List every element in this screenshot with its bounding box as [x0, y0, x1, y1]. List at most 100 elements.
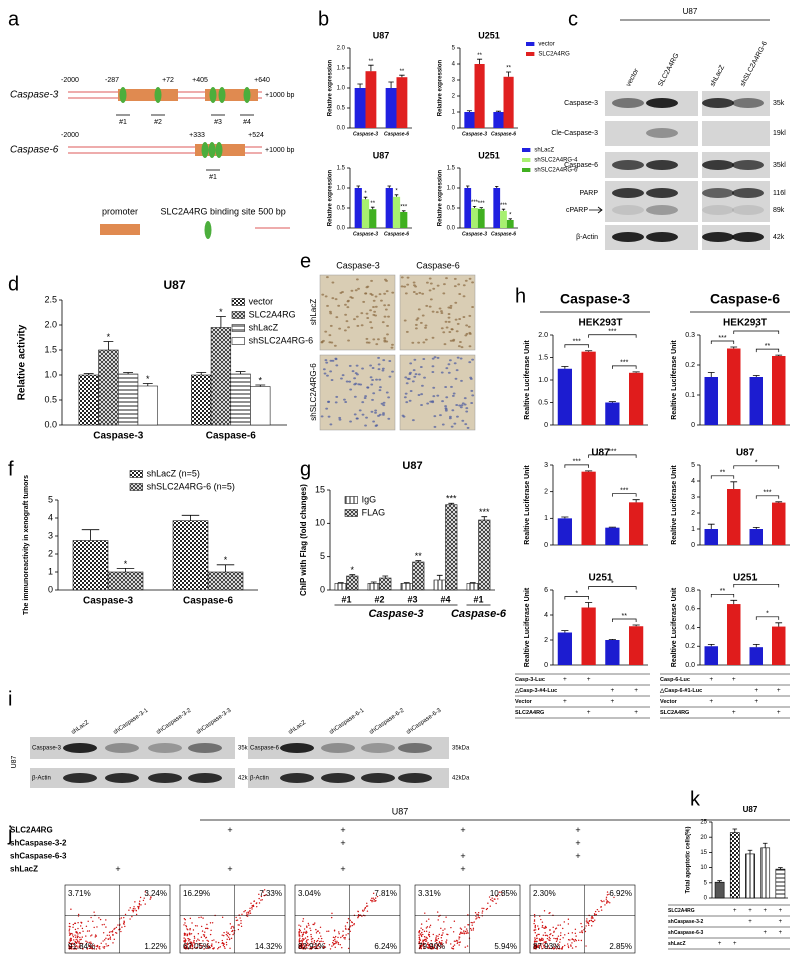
event-dot — [464, 930, 467, 933]
y-tick-label: 1.5 — [337, 166, 346, 172]
cell — [370, 383, 374, 386]
event-dot — [246, 912, 248, 914]
cell-mark: + — [748, 919, 752, 925]
panel-title: U87 — [392, 806, 409, 816]
event-dot — [256, 905, 258, 908]
event-dot — [420, 947, 423, 950]
event-dot — [302, 939, 304, 941]
cell — [420, 403, 423, 406]
cell — [468, 345, 472, 348]
event-dot — [473, 921, 475, 923]
cell — [338, 418, 342, 421]
event-dot — [215, 941, 217, 943]
event-dot — [206, 939, 208, 942]
significance-label: * — [146, 374, 150, 384]
event-dot — [318, 932, 321, 934]
cell — [382, 413, 385, 416]
cell — [353, 395, 357, 398]
event-dot — [539, 942, 541, 945]
cell — [464, 423, 468, 426]
cell — [443, 283, 446, 286]
event-dot — [347, 918, 350, 920]
error-bar — [401, 210, 406, 212]
cell — [421, 314, 425, 317]
y-tick-label: 0.4 — [685, 624, 695, 631]
event-dot — [437, 919, 439, 921]
legend-swatch — [522, 148, 531, 152]
site-label: #1 — [209, 174, 217, 181]
event-dot — [323, 946, 325, 948]
cell — [403, 285, 407, 288]
event-dot — [534, 929, 537, 931]
x-tick-label: Caspase-6 — [206, 431, 256, 442]
significance-label: *** — [400, 204, 408, 210]
gene-name: Caspase-6 — [10, 145, 59, 156]
event-dot — [564, 934, 566, 936]
event-dot — [333, 942, 335, 945]
event-dot — [188, 932, 191, 935]
event-dot — [100, 942, 102, 945]
event-dot — [69, 945, 71, 948]
event-dot — [534, 938, 536, 941]
event-dot — [87, 920, 89, 923]
cell-mark: + — [732, 676, 736, 683]
event-dot — [541, 937, 543, 940]
event-dot — [193, 942, 195, 944]
cell — [445, 326, 449, 329]
event-dot — [428, 931, 431, 934]
cell — [405, 330, 409, 333]
binding-site — [119, 87, 127, 103]
event-dot — [302, 918, 305, 920]
cell — [385, 391, 389, 394]
bar — [629, 502, 644, 545]
event-dot — [249, 907, 251, 909]
event-dot — [438, 933, 440, 936]
event-dot — [373, 900, 375, 902]
significance-label: ** — [765, 343, 771, 350]
event-dot — [609, 902, 611, 904]
event-dot — [189, 942, 192, 945]
event-dot — [299, 929, 301, 932]
y-tick-label: 0.5 — [538, 399, 548, 406]
cell — [365, 341, 369, 344]
event-dot — [546, 937, 549, 940]
error-bar — [506, 71, 512, 77]
error-bar — [196, 372, 207, 375]
cell-mark: + — [610, 698, 614, 705]
error-bar — [215, 316, 226, 328]
error-bar — [775, 501, 783, 503]
event-dot — [317, 937, 320, 940]
cell — [369, 364, 372, 367]
event-dot — [434, 944, 437, 946]
event-dot — [300, 943, 303, 945]
cell — [428, 305, 432, 308]
cell — [401, 414, 405, 417]
event-dot — [461, 932, 463, 935]
event-dot — [258, 897, 260, 900]
event-dot — [302, 946, 304, 948]
event-dot — [423, 947, 425, 950]
event-dot — [424, 912, 426, 914]
bar — [72, 540, 109, 591]
row-label: shLacZ — [10, 865, 38, 874]
legend-label: shSLC2A4RG-4 — [534, 158, 578, 164]
promoter-box — [118, 89, 178, 101]
event-dot — [98, 946, 101, 948]
cell — [364, 292, 368, 295]
event-dot — [135, 913, 138, 916]
event-dot — [189, 938, 191, 941]
event-dot — [106, 934, 108, 936]
bar — [772, 626, 786, 665]
error-bar — [477, 58, 483, 64]
bar — [385, 88, 397, 128]
event-dot — [332, 944, 335, 946]
row-label: shCaspase-3-2 — [10, 839, 67, 848]
event-dot — [316, 947, 318, 949]
y-tick-label: 1 — [452, 110, 456, 116]
quadrant-label: 16.29% — [183, 889, 210, 898]
event-dot — [75, 942, 78, 945]
significance-label: * — [755, 460, 758, 467]
event-dot — [202, 940, 204, 942]
band — [732, 160, 764, 170]
event-dot — [307, 938, 309, 941]
